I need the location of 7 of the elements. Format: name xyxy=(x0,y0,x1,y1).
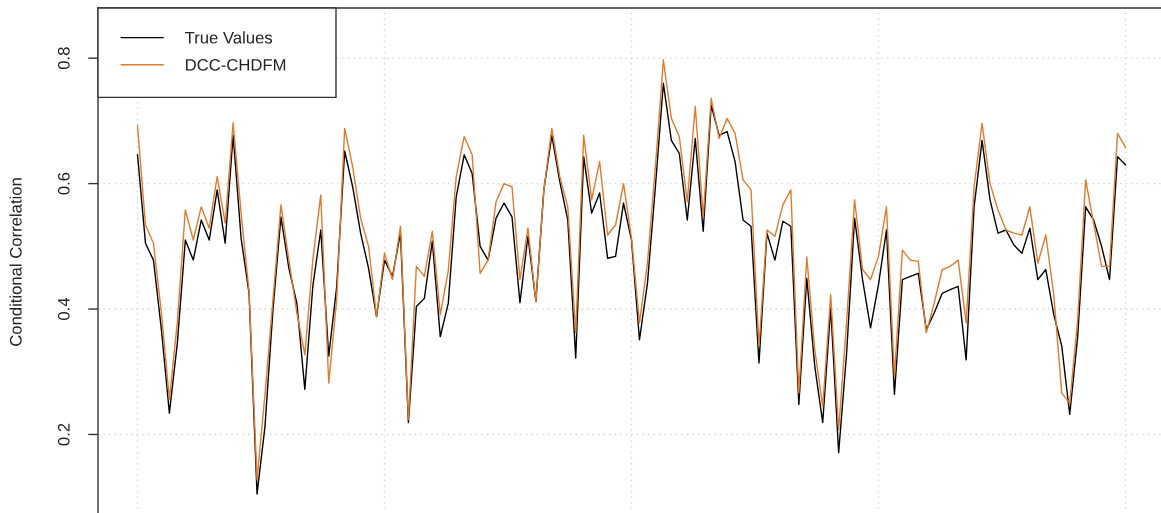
legend-label: DCC-CHDFM xyxy=(186,58,286,71)
y-tick-label: 0.6 xyxy=(57,172,70,195)
y-tick-label: 0.2 xyxy=(57,423,70,446)
y-axis-title: Conditional Correlation xyxy=(9,178,22,346)
legend-label: True Values xyxy=(185,31,273,44)
y-tick-label: 0.4 xyxy=(57,297,70,320)
y-tick-label: 0.8 xyxy=(57,47,70,70)
